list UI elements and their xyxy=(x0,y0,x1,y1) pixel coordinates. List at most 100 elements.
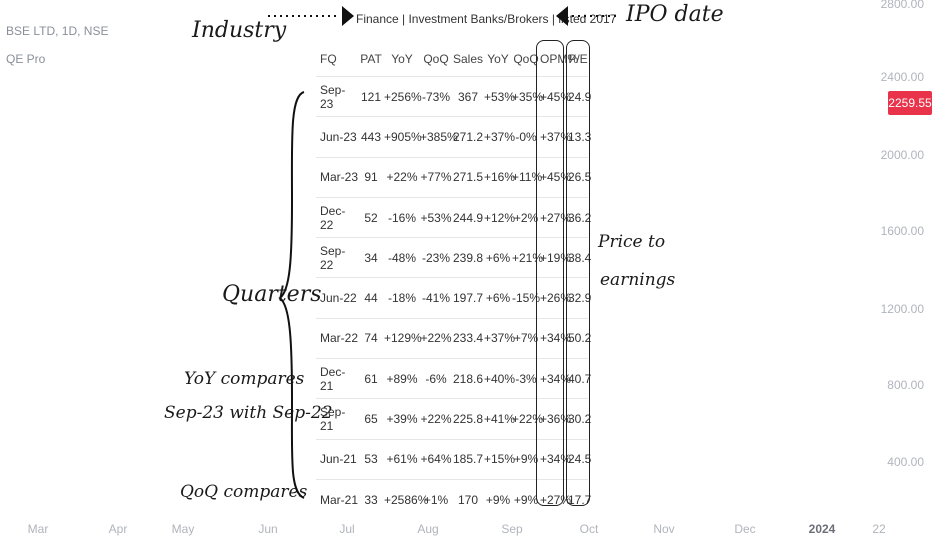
table-row: Mar-22 74 +129% +22% 233.4 +37% +7% +34% 50.2 xyxy=(316,317,591,359)
table-row: Jun-21 53 +61% +64% 185.7 +15% +9% +34% 24.5 xyxy=(316,438,591,480)
industry-header: Finance | Investment Banks/Brokers | lis… xyxy=(356,8,617,30)
pe-cell: 17.7 xyxy=(568,478,591,520)
quarter-cell: Mar-21 xyxy=(316,478,358,520)
sales-cell: 271.2 xyxy=(452,116,484,158)
quarter-cell: Dec-21 xyxy=(316,358,358,399)
opm-cell: +36% xyxy=(540,398,571,440)
price-tick-label: 1200.00 xyxy=(880,302,924,316)
sales-qoq-cell: +9% xyxy=(512,438,540,480)
annotation-qoq: QoQ compares xyxy=(180,482,308,502)
column-header: FQ xyxy=(320,52,337,66)
sales-qoq-cell: -3% xyxy=(512,358,540,399)
sales-yoy-cell: +41% xyxy=(484,398,515,440)
sales-cell: 233.4 xyxy=(452,317,484,359)
time-tick-label: Nov xyxy=(653,522,675,536)
table-row: Jun-23 443 +905% +385% 271.2 +37% -0% +37% 13.3 xyxy=(316,116,591,158)
opm-cell: +26% xyxy=(540,277,571,319)
symbol-title[interactable]: BSE LTD, 1D, NSE xyxy=(6,24,109,38)
sales-yoy-cell: +53% xyxy=(484,75,515,117)
pat-yoy-cell: -16% xyxy=(384,196,420,238)
pat-qoq-cell: +22% xyxy=(420,398,452,440)
pe-cell: 36.2 xyxy=(568,196,591,238)
sales-yoy-cell: +9% xyxy=(484,478,512,520)
quarter-cell: Mar-23 xyxy=(316,156,358,198)
sales-cell: 244.9 xyxy=(452,196,484,238)
price-tick-label: 800.00 xyxy=(887,378,924,392)
indicator-title[interactable]: QE Pro xyxy=(6,52,46,66)
annotation-ipo-date: IPO date xyxy=(626,2,724,27)
time-tick-label: Jun xyxy=(258,522,278,536)
sales-qoq-cell: +9% xyxy=(512,478,540,520)
quarter-cell: Mar-22 xyxy=(316,317,358,359)
pat-qoq-cell: -23% xyxy=(420,237,452,278)
column-header: QoQ xyxy=(423,52,449,66)
opm-cell: +19% xyxy=(540,237,571,278)
annotation-yoy-line2: Sep-23 with Sep-22 xyxy=(164,403,333,423)
quarter-cell: Sep-21 xyxy=(316,398,358,440)
pat-qoq-cell: +385% xyxy=(420,116,458,158)
sales-qoq-cell: +35% xyxy=(512,75,543,117)
pe-cell: 26.5 xyxy=(568,156,591,198)
time-tick-label: May xyxy=(171,522,195,536)
sales-yoy-cell: +37% xyxy=(484,317,515,359)
pat-qoq-cell: +53% xyxy=(420,196,452,238)
sales-yoy-cell: +16% xyxy=(484,156,515,198)
pat-qoq-cell: +1% xyxy=(420,478,452,520)
pe-cell: 40.7 xyxy=(568,358,591,399)
pe-cell: 32.9 xyxy=(568,277,591,319)
opm-cell: +27% xyxy=(540,478,571,520)
pat-qoq-cell: +22% xyxy=(420,317,452,359)
opm-cell: +37% xyxy=(540,116,571,158)
sales-cell: 239.8 xyxy=(452,237,484,278)
opm-cell: +34% xyxy=(540,438,571,480)
quarter-cell: Sep-22 xyxy=(316,237,358,278)
sales-cell: 367 xyxy=(452,75,484,117)
price-tick-label: 400.00 xyxy=(887,455,924,469)
price-tick-label: 2800.00 xyxy=(880,0,924,11)
pat-cell: 443 xyxy=(358,116,384,158)
pat-yoy-cell: +2586% xyxy=(384,478,428,520)
column-header: QoQ xyxy=(513,52,539,66)
pat-qoq-cell: +77% xyxy=(420,156,452,198)
time-tick-label: 22 xyxy=(872,522,886,536)
pat-yoy-cell: -18% xyxy=(384,277,420,319)
pe-cell: 13.3 xyxy=(568,116,591,158)
sales-cell: 225.8 xyxy=(452,398,484,440)
pat-yoy-cell: +61% xyxy=(384,438,420,480)
quarter-cell: Sep-23 xyxy=(316,75,358,117)
price-tick-label: 1600.00 xyxy=(880,224,924,238)
quarter-cell: Jun-21 xyxy=(316,438,358,480)
sales-qoq-cell: +11% xyxy=(512,156,542,198)
time-axis[interactable]: Mar Apr May Jun Jul Aug Sep Oct Nov Dec 2024 22 xyxy=(0,512,886,550)
opm-cell: +45% xyxy=(540,75,571,117)
opm-cell: +34% xyxy=(540,358,571,399)
time-tick-label: Jul xyxy=(339,522,355,536)
sales-qoq-cell: -15% xyxy=(512,277,540,319)
table-row: Mar-21 33 +2586% +1% 170 +9% +9% +27% 17.7 xyxy=(316,478,591,520)
table-row: Sep-23 121 +256% -73% 367 +53% +35% +45% 24.9 xyxy=(316,75,591,117)
table-header-row: FQ PAT YoY QoQ Sales YoY QoQ OPM% P/E xyxy=(316,42,588,77)
pat-cell: 33 xyxy=(358,478,384,520)
table-row: Sep-22 34 -48% -23% 239.8 +6% +21% +19% 38.4 xyxy=(316,237,591,278)
table-row: Dec-22 52 -16% +53% 244.9 +12% +2% +27% 36.2 xyxy=(316,196,591,238)
opm-cell: +34% xyxy=(540,317,571,359)
time-tick-label: Dec xyxy=(734,522,756,536)
time-tick-label: Aug xyxy=(417,522,439,536)
price-tick-label: 2000.00 xyxy=(880,148,924,162)
time-tick-label: Oct xyxy=(579,522,599,536)
pat-cell: 65 xyxy=(358,398,384,440)
pat-cell: 52 xyxy=(358,196,384,238)
sales-qoq-cell: -0% xyxy=(512,116,540,158)
sales-yoy-cell: +15% xyxy=(484,438,515,480)
table-row: Sep-21 65 +39% +22% 225.8 +41% +22% +36% 30.2 xyxy=(316,398,591,440)
sales-yoy-cell: +6% xyxy=(484,237,512,278)
price-axis[interactable]: 2800.00 2400.00 2000.00 1600.00 1200.00 800.0… xyxy=(881,0,932,512)
table-row: Mar-23 91 +22% +77% 271.5 +16% +11% +45% 26.5 xyxy=(316,156,591,198)
pe-cell: 24.5 xyxy=(568,438,591,480)
pat-yoy-cell: +905% xyxy=(384,116,422,158)
quarterly-results-table: FQ PAT YoY QoQ Sales YoY QoQ OPM% P/E Se… xyxy=(316,42,591,520)
opm-cell: +45% xyxy=(540,156,571,198)
opm-cell: +27% xyxy=(540,196,571,238)
quarter-cell: Dec-22 xyxy=(316,196,358,238)
pat-qoq-cell: +64% xyxy=(420,438,452,480)
